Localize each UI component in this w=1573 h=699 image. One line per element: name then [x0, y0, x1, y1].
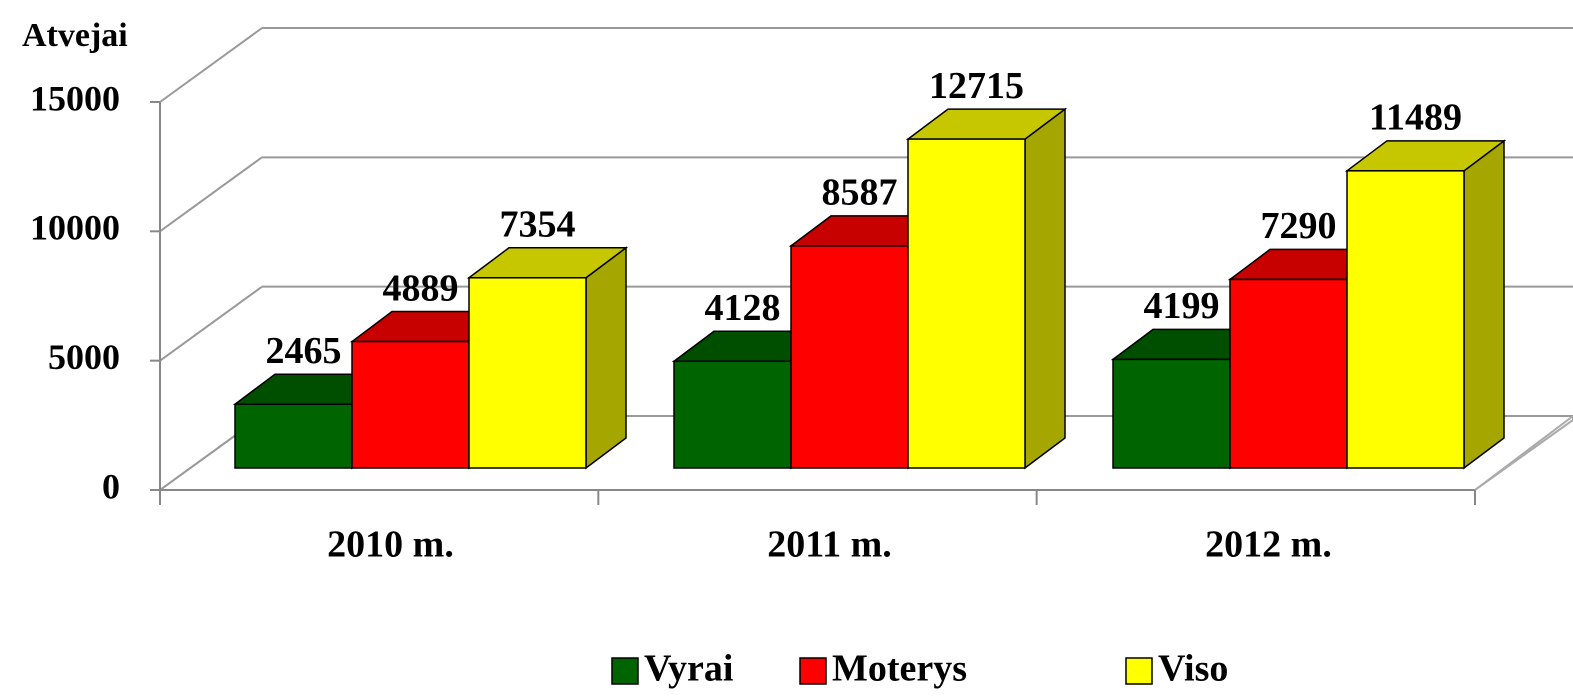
data-label: 12715 [929, 65, 1024, 107]
bar [790, 245, 909, 469]
bar-side [1024, 107, 1066, 470]
legend-label: Moterys [832, 648, 967, 690]
grid-line [159, 156, 263, 233]
x-tick-label: 2011 m. [767, 524, 892, 566]
y-axis-title: Atvejai [22, 17, 128, 54]
y-tick-label: 0 [102, 466, 120, 506]
bar [1229, 278, 1348, 469]
floor-edge [1474, 415, 1573, 491]
legend-label: Viso [1158, 648, 1228, 690]
data-label: 11489 [1369, 97, 1462, 139]
legend-swatch [611, 657, 639, 685]
bar [907, 138, 1026, 469]
y-tick-label: 10000 [30, 208, 120, 248]
data-label: 2465 [266, 330, 342, 372]
bar [234, 403, 353, 469]
bar [673, 360, 792, 469]
y-tick-label: 5000 [48, 337, 120, 377]
legend-swatch [1125, 657, 1153, 685]
grid-line [159, 285, 263, 362]
data-label: 7290 [1261, 205, 1337, 247]
grid-line [159, 27, 263, 103]
legend-swatch [799, 657, 827, 685]
x-tick-label: 2012 m. [1205, 524, 1332, 566]
data-label: 4199 [1144, 285, 1220, 327]
bar [1112, 358, 1231, 469]
legend-label: Vyrai [644, 648, 733, 690]
x-tick-label: 2010 m. [327, 524, 454, 566]
bar [351, 340, 470, 469]
data-label: 7354 [500, 203, 576, 245]
bar [468, 277, 587, 469]
data-label: 8587 [822, 172, 898, 214]
bar-side [1463, 139, 1505, 470]
bar [1346, 170, 1465, 469]
bar-side [585, 246, 627, 470]
data-label: 4889 [383, 267, 459, 309]
data-label: 4128 [705, 287, 781, 329]
y-tick-label: 15000 [30, 78, 120, 118]
